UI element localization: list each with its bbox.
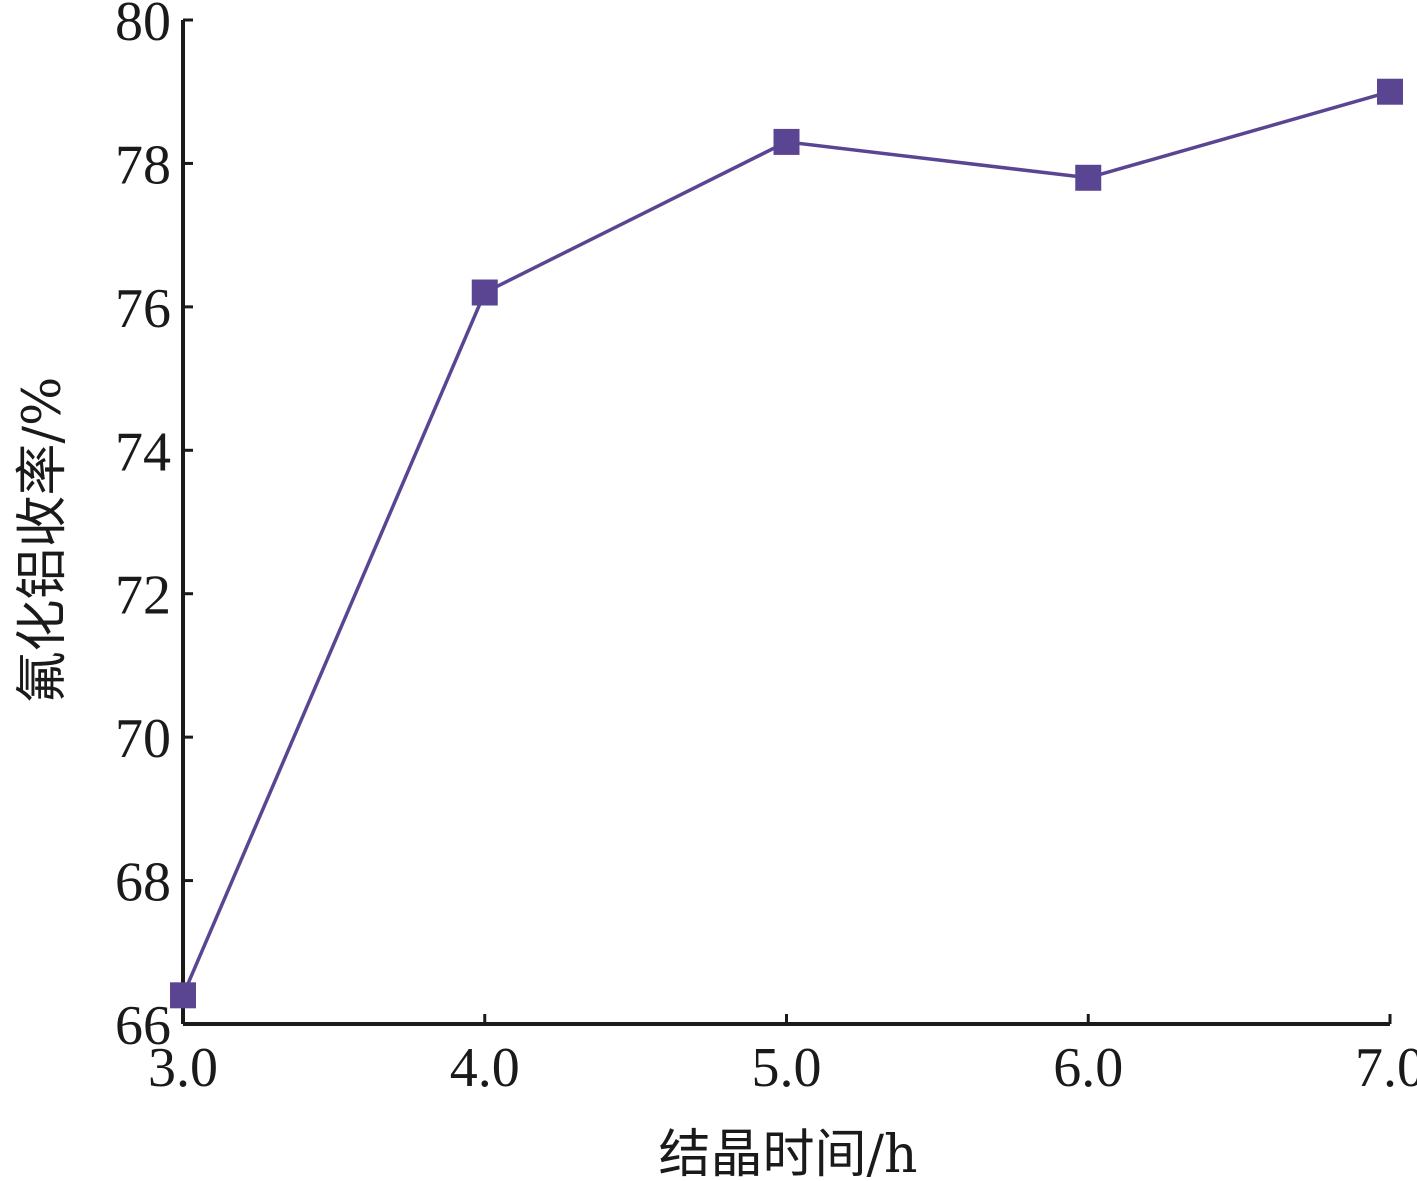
data-point [773, 128, 800, 155]
axes [181, 20, 1390, 1026]
x-axis-title: 结晶时间/h [658, 1125, 917, 1181]
y-tick-label: 72 [115, 565, 171, 627]
data-point [471, 279, 498, 306]
y-tick-label: 66 [115, 995, 171, 1057]
y-tick-label: 80 [115, 0, 171, 53]
data-point [170, 982, 196, 1009]
y-tick-label: 76 [115, 278, 171, 340]
y-axis-title: 氟化铝收率/% [13, 377, 73, 704]
ticks: 66 68 70 72 74 76 78 80 3.0 4.0 5.0 6.0 7.0 [115, 0, 1417, 1099]
series-layer [170, 78, 1403, 1009]
y-tick-label: 68 [115, 852, 171, 914]
y-tick-label: 74 [115, 421, 171, 483]
x-tick-label: 4.0 [450, 1037, 520, 1099]
x-tick-label: 5.0 [752, 1037, 822, 1099]
x-tick-label: 3.0 [148, 1037, 218, 1099]
x-tick-label: 7.0 [1355, 1037, 1417, 1099]
data-point [1075, 164, 1102, 191]
series-line [181, 90, 1391, 997]
y-tick-label: 78 [115, 134, 171, 196]
x-tick-label: 6.0 [1053, 1037, 1123, 1099]
data-point [1377, 78, 1403, 105]
y-tick-label: 70 [115, 708, 171, 770]
